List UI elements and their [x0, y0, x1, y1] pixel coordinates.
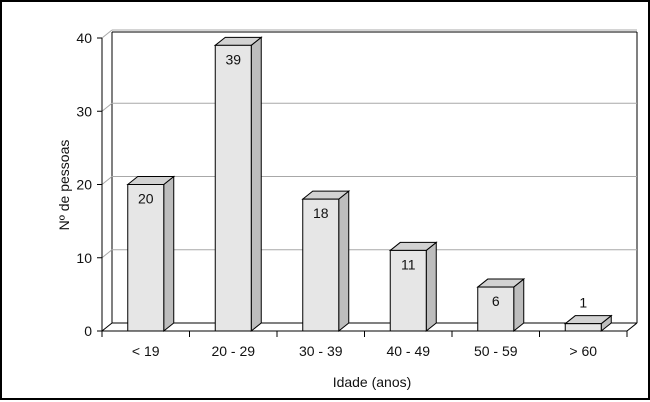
wall-left-bottom [101, 322, 113, 332]
y-axis-title: Nº de pessoas [56, 140, 72, 231]
bar-side [250, 36, 262, 333]
bar-front [389, 249, 427, 332]
bar-front [127, 184, 165, 332]
x-tick-label: 30 - 39 [299, 343, 343, 359]
data-label: 20 [138, 191, 154, 207]
chart-walls [101, 31, 638, 332]
bar-side [338, 190, 350, 333]
gridline-side [101, 249, 113, 259]
bar-front [477, 286, 515, 332]
data-label: 6 [492, 293, 500, 309]
y-tick-label: 0 [84, 323, 92, 339]
x-axis-title: Idade (anos) [333, 374, 412, 390]
x-tick-label: 40 - 49 [386, 343, 430, 359]
bar [126, 175, 176, 333]
data-label: 1 [579, 295, 587, 311]
y-tick-label: 20 [76, 177, 92, 193]
bar-front [302, 198, 340, 332]
x-tick-label: < 19 [132, 343, 160, 359]
bar [213, 36, 263, 333]
bar [301, 190, 351, 333]
bar-side [163, 175, 175, 333]
y-tick-label: 40 [76, 30, 92, 46]
y-tick-label: 30 [76, 103, 92, 119]
data-label: 11 [401, 256, 416, 272]
x-tick-label: > 60 [569, 343, 597, 359]
bar [476, 278, 526, 333]
bar [563, 314, 613, 333]
bar-front [214, 44, 252, 332]
bar-side [425, 241, 437, 333]
labels: 0 10 20 30 40 20 < 19 39 20 - 29 18 30 - 39 11 40 - … [76, 30, 597, 359]
gridline-side [101, 102, 113, 112]
gridline-side [101, 29, 113, 39]
gridline-side [101, 176, 113, 185]
bars [126, 36, 613, 333]
data-label: 39 [225, 51, 241, 67]
x-tick-label: 50 - 59 [474, 343, 518, 359]
bar-side [513, 278, 525, 333]
gridlines [101, 29, 637, 259]
x-tick-label: 20 - 29 [211, 343, 255, 359]
bar-front [564, 323, 602, 332]
floor-right-edge [626, 322, 638, 332]
bar [388, 241, 438, 333]
y-tick-label: 10 [76, 250, 92, 266]
axes [97, 37, 638, 337]
data-label: 18 [313, 205, 329, 221]
